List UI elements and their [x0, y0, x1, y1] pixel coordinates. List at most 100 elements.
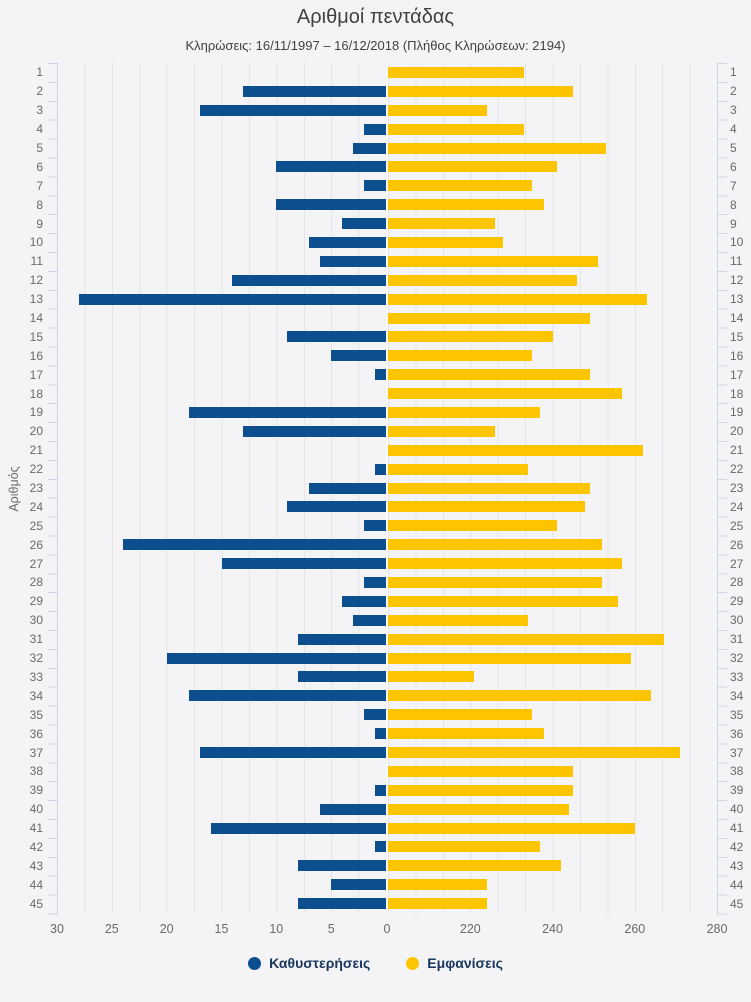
- delay-bar[interactable]: [364, 123, 386, 135]
- appearance-bar[interactable]: [388, 671, 475, 683]
- appearance-bar[interactable]: [388, 66, 524, 78]
- appearance-bar[interactable]: [388, 709, 532, 721]
- appearance-bar[interactable]: [388, 85, 574, 97]
- row-label-right: 23: [730, 481, 744, 496]
- delay-bar[interactable]: [309, 236, 386, 248]
- delay-bar[interactable]: [375, 369, 386, 381]
- delay-bar[interactable]: [199, 747, 386, 758]
- appearance-bar[interactable]: [388, 482, 590, 494]
- delay-bar[interactable]: [243, 425, 386, 437]
- appearance-bar[interactable]: [388, 784, 574, 796]
- appearance-bar[interactable]: [388, 803, 569, 815]
- delay-bar[interactable]: [353, 614, 386, 626]
- appearance-bar[interactable]: [388, 199, 545, 211]
- delay-bar[interactable]: [375, 728, 386, 740]
- appearance-bar[interactable]: [388, 444, 643, 456]
- delay-bar[interactable]: [364, 180, 386, 192]
- appearance-bar[interactable]: [388, 350, 532, 362]
- delay-bar-track: [57, 822, 386, 834]
- x-tick-label: 0: [383, 922, 391, 936]
- appearance-bar[interactable]: [388, 576, 602, 588]
- delay-bar[interactable]: [276, 161, 386, 173]
- delay-bar[interactable]: [199, 104, 386, 116]
- delay-bar[interactable]: [364, 576, 386, 588]
- plot-area: 1 1 2 2 3 3 4 4 5 5 6 6 7 7 8 8 9 9 10 10 11 11 12 12 13 13 14 14 15…: [0, 63, 751, 915]
- appearance-bar[interactable]: [388, 274, 578, 286]
- appearance-bar[interactable]: [388, 161, 557, 173]
- appearance-bar[interactable]: [388, 690, 652, 702]
- delay-bar-track: [57, 558, 386, 570]
- delay-bar[interactable]: [375, 463, 386, 475]
- appearance-bar[interactable]: [388, 558, 623, 570]
- appearance-bar[interactable]: [388, 425, 495, 437]
- appearance-bar[interactable]: [388, 406, 541, 418]
- delay-bar[interactable]: [298, 860, 386, 872]
- appearance-bar[interactable]: [388, 142, 606, 154]
- delay-bar[interactable]: [353, 142, 386, 154]
- appearance-bar[interactable]: [388, 595, 619, 607]
- appearance-bar[interactable]: [388, 180, 532, 192]
- appearance-bar[interactable]: [388, 879, 487, 891]
- delay-bar[interactable]: [188, 690, 386, 702]
- delay-bar[interactable]: [188, 406, 386, 418]
- row-label-left: 20: [29, 424, 43, 439]
- row-label-left: 30: [29, 613, 43, 628]
- delay-bar[interactable]: [232, 274, 386, 286]
- delay-bar[interactable]: [364, 520, 386, 532]
- delay-bar[interactable]: [122, 539, 386, 551]
- appearance-bar[interactable]: [388, 652, 631, 664]
- appearance-bar[interactable]: [388, 312, 590, 324]
- legend-label: Εμφανίσεις: [427, 955, 503, 971]
- appearance-bar[interactable]: [388, 898, 487, 910]
- appearance-bar[interactable]: [388, 747, 680, 758]
- row-label-right: 13: [730, 292, 744, 307]
- delay-bar[interactable]: [342, 595, 386, 607]
- delay-bar[interactable]: [320, 255, 386, 267]
- row-label-left: 27: [29, 556, 43, 571]
- chart-row: 34 34: [0, 686, 751, 705]
- legend-item[interactable]: Καθυστερήσεις: [248, 955, 370, 971]
- appearance-bar[interactable]: [388, 539, 602, 551]
- delay-bar[interactable]: [342, 218, 386, 230]
- appearance-bar[interactable]: [388, 369, 590, 381]
- delay-bar[interactable]: [298, 633, 386, 645]
- appearance-bar[interactable]: [388, 728, 545, 740]
- delay-bar[interactable]: [221, 558, 386, 570]
- appearance-bar[interactable]: [388, 123, 524, 135]
- appearance-bar[interactable]: [388, 501, 586, 513]
- delay-bar[interactable]: [78, 293, 386, 305]
- delay-bar[interactable]: [298, 671, 386, 683]
- delay-bar[interactable]: [287, 331, 386, 343]
- appearance-bar[interactable]: [388, 841, 541, 853]
- appearance-bar[interactable]: [388, 255, 598, 267]
- delay-bar[interactable]: [375, 841, 386, 853]
- delay-bar[interactable]: [364, 709, 386, 721]
- delay-bar[interactable]: [276, 199, 386, 211]
- appearance-bar[interactable]: [388, 822, 635, 834]
- appearance-bar[interactable]: [388, 104, 487, 116]
- appearance-bar[interactable]: [388, 463, 528, 475]
- appearance-bar[interactable]: [388, 293, 648, 305]
- delay-bar[interactable]: [166, 652, 386, 664]
- delay-bar[interactable]: [210, 822, 386, 834]
- appearance-bar[interactable]: [388, 614, 528, 626]
- delay-bar[interactable]: [287, 501, 386, 513]
- delay-bar[interactable]: [331, 879, 386, 891]
- delay-bar[interactable]: [243, 85, 386, 97]
- delay-bar[interactable]: [375, 784, 386, 796]
- appearance-bar-track: [388, 85, 717, 97]
- delay-bar[interactable]: [298, 898, 386, 910]
- appearance-bar[interactable]: [388, 388, 623, 400]
- appearance-bar[interactable]: [388, 765, 574, 777]
- appearance-bar[interactable]: [388, 236, 504, 248]
- delay-bar[interactable]: [309, 482, 386, 494]
- appearance-bar[interactable]: [388, 860, 561, 872]
- appearance-bar[interactable]: [388, 218, 495, 230]
- appearance-bar[interactable]: [388, 520, 557, 532]
- legend-item[interactable]: Εμφανίσεις: [406, 955, 503, 971]
- appearance-bar[interactable]: [388, 633, 664, 645]
- delay-bar[interactable]: [331, 350, 386, 362]
- delay-bar[interactable]: [320, 803, 386, 815]
- appearance-bar[interactable]: [388, 331, 553, 343]
